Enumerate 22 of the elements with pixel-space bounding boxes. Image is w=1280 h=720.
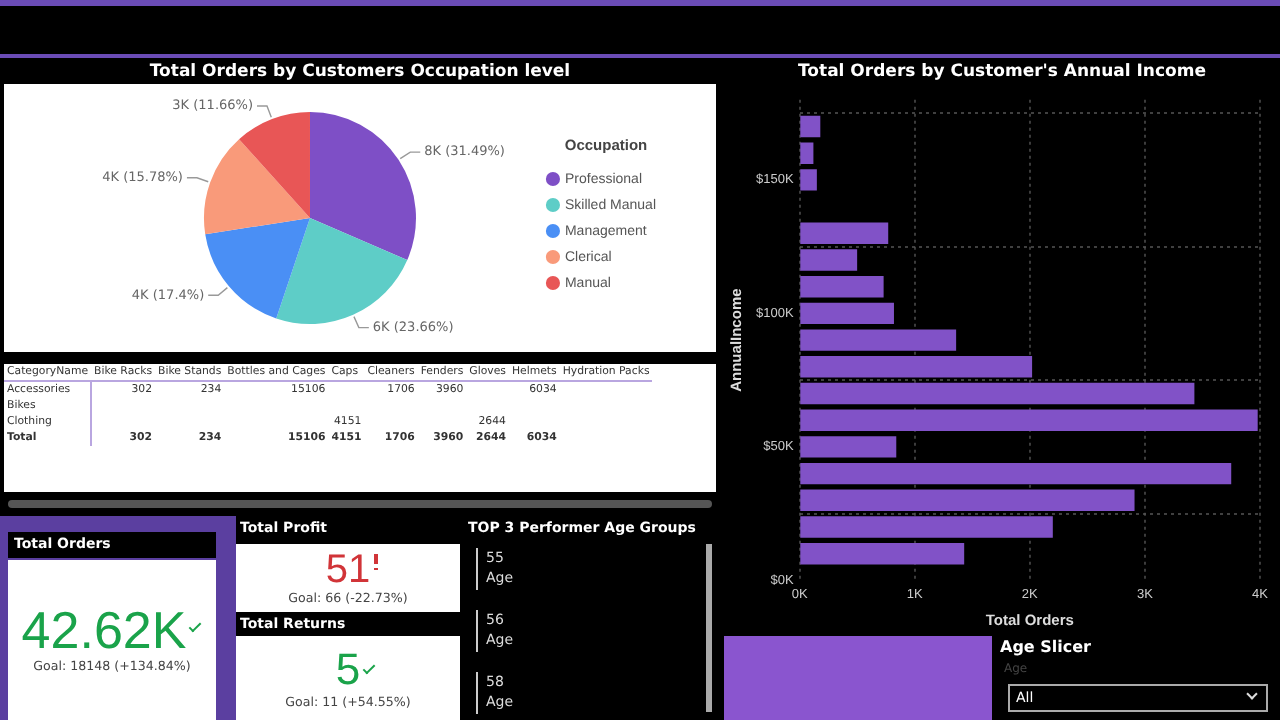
bar	[800, 462, 1232, 485]
bar	[800, 516, 1053, 538]
text: 5	[333, 644, 363, 696]
text: 42.62K	[19, 600, 189, 660]
bar	[800, 489, 1135, 511]
bar	[800, 302, 894, 325]
bar	[800, 142, 814, 164]
bar	[800, 115, 821, 138]
bar	[800, 382, 1195, 405]
bar	[800, 543, 965, 565]
bar	[800, 436, 897, 458]
text: 51	[323, 548, 373, 592]
bar	[800, 356, 1033, 378]
bar	[800, 222, 889, 244]
bar	[800, 249, 858, 271]
chart-title: Total Orders by Customer's Annual Income	[796, 60, 1208, 84]
bar	[800, 329, 957, 351]
bar	[800, 169, 817, 191]
chart-title: Total Orders by Customers Occupation level	[147, 60, 573, 84]
bar	[800, 276, 884, 298]
text: Age Slicer	[1000, 636, 1091, 660]
bar	[800, 409, 1258, 431]
